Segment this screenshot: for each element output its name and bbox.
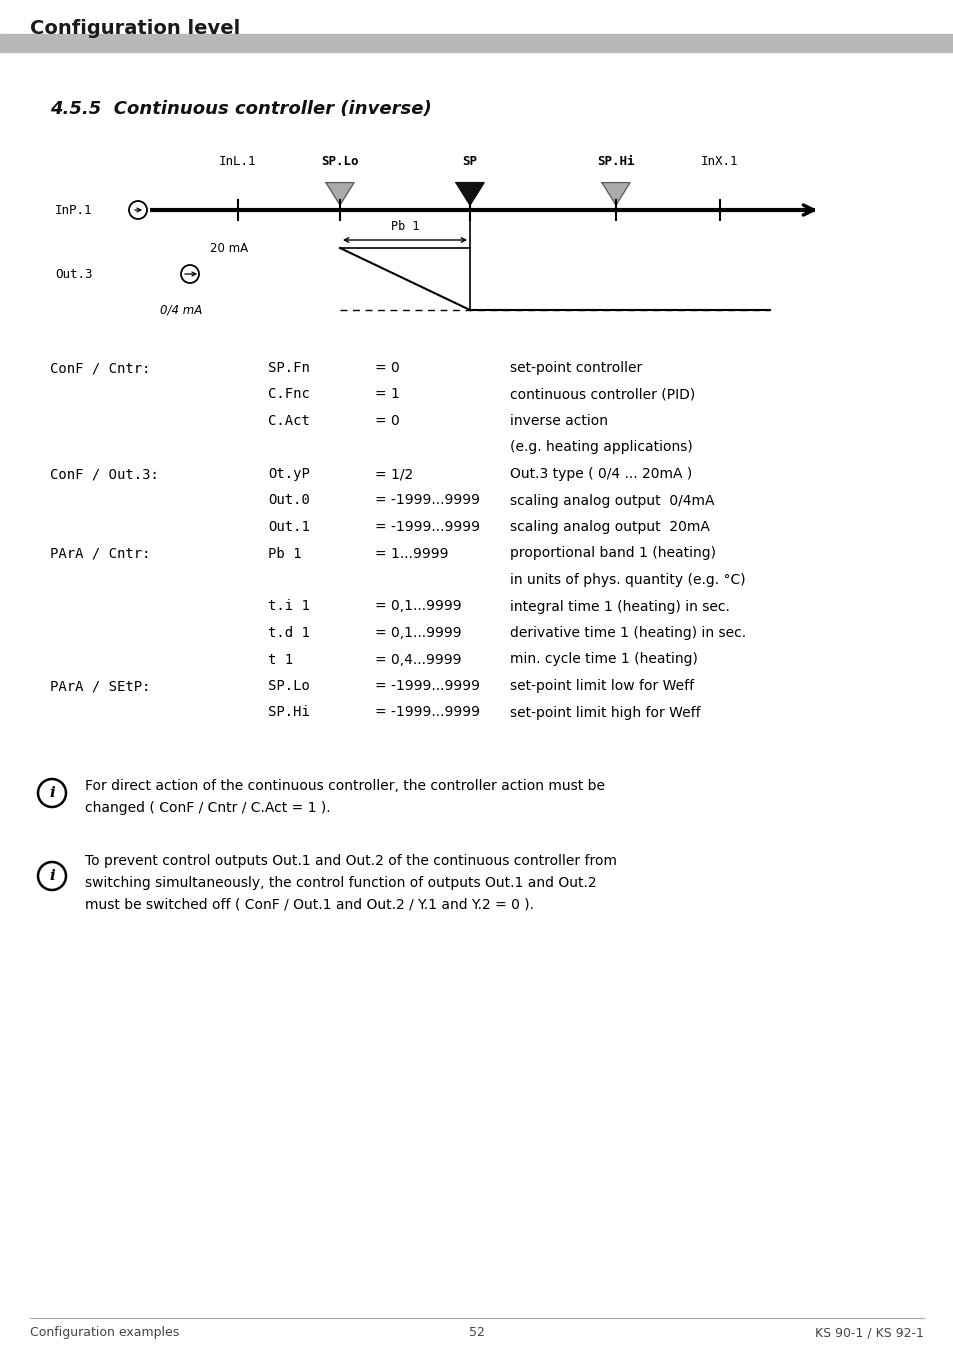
- Text: Ot.yP: Ot.yP: [268, 467, 310, 481]
- Polygon shape: [601, 182, 629, 205]
- Text: i: i: [49, 869, 55, 883]
- Text: integral time 1 (heating) in sec.: integral time 1 (heating) in sec.: [510, 599, 729, 613]
- Text: PArA / SEtP:: PArA / SEtP:: [50, 679, 151, 693]
- Text: Pb 1: Pb 1: [268, 547, 301, 560]
- Text: = -1999...9999: = -1999...9999: [375, 706, 479, 720]
- Text: Out.0: Out.0: [268, 494, 310, 508]
- Text: For direct action of the continuous controller, the controller action must be: For direct action of the continuous cont…: [85, 779, 604, 792]
- Text: must be switched off ( ConF / Out.1 and Out.2 / Y.1 and Y.2 = 0 ).: must be switched off ( ConF / Out.1 and …: [85, 898, 534, 913]
- Text: = 0,1...9999: = 0,1...9999: [375, 599, 461, 613]
- Text: InP.1: InP.1: [55, 204, 92, 216]
- Text: scaling analog output  20mA: scaling analog output 20mA: [510, 520, 709, 535]
- Text: Out.3 type ( 0/4 ... 20mA ): Out.3 type ( 0/4 ... 20mA ): [510, 467, 692, 481]
- Text: ConF / Out.3:: ConF / Out.3:: [50, 467, 159, 481]
- Polygon shape: [326, 182, 354, 205]
- Text: derivative time 1 (heating) in sec.: derivative time 1 (heating) in sec.: [510, 626, 745, 640]
- Text: = 1...9999: = 1...9999: [375, 547, 448, 560]
- Text: = -1999...9999: = -1999...9999: [375, 520, 479, 535]
- Text: = 0: = 0: [375, 414, 399, 428]
- Text: C.Fnc: C.Fnc: [268, 387, 310, 401]
- Text: 20 mA: 20 mA: [210, 242, 248, 255]
- Text: Out.3: Out.3: [55, 267, 92, 281]
- Text: SP.Lo: SP.Lo: [321, 155, 358, 167]
- Text: set-point limit low for Weff: set-point limit low for Weff: [510, 679, 694, 693]
- Text: scaling analog output  0/4mA: scaling analog output 0/4mA: [510, 494, 714, 508]
- Bar: [0, 34, 953, 53]
- Text: min. cycle time 1 (heating): min. cycle time 1 (heating): [510, 652, 698, 667]
- Text: in units of phys. quantity (e.g. °C): in units of phys. quantity (e.g. °C): [510, 572, 745, 587]
- Text: To prevent control outputs Out.1 and Out.2 of the continuous controller from: To prevent control outputs Out.1 and Out…: [85, 855, 617, 868]
- Text: 0/4 mA: 0/4 mA: [160, 304, 202, 316]
- Text: 4.5.5  Continuous controller (inverse): 4.5.5 Continuous controller (inverse): [50, 100, 432, 117]
- Text: changed ( ConF / Cntr / C.Act = 1 ).: changed ( ConF / Cntr / C.Act = 1 ).: [85, 801, 331, 815]
- Text: continuous controller (PID): continuous controller (PID): [510, 387, 695, 401]
- Text: SP.Lo: SP.Lo: [268, 679, 310, 693]
- Text: SP.Fn: SP.Fn: [268, 360, 310, 375]
- Text: (e.g. heating applications): (e.g. heating applications): [510, 440, 692, 455]
- Text: SP.Hi: SP.Hi: [597, 155, 634, 167]
- Text: switching simultaneously, the control function of outputs Out.1 and Out.2: switching simultaneously, the control fu…: [85, 876, 596, 890]
- Polygon shape: [456, 182, 483, 205]
- Text: ConF / Cntr:: ConF / Cntr:: [50, 360, 151, 375]
- Text: SP: SP: [462, 155, 477, 167]
- Text: KS 90-1 / KS 92-1: KS 90-1 / KS 92-1: [814, 1326, 923, 1339]
- Text: InL.1: InL.1: [219, 155, 256, 167]
- Text: t 1: t 1: [268, 652, 293, 667]
- Text: = -1999...9999: = -1999...9999: [375, 679, 479, 693]
- Text: SP.Hi: SP.Hi: [268, 706, 310, 720]
- Text: t.i 1: t.i 1: [268, 599, 310, 613]
- Text: 52: 52: [469, 1326, 484, 1339]
- Text: inverse action: inverse action: [510, 414, 607, 428]
- Text: = -1999...9999: = -1999...9999: [375, 494, 479, 508]
- Text: = 0,1...9999: = 0,1...9999: [375, 626, 461, 640]
- Text: t.d 1: t.d 1: [268, 626, 310, 640]
- Text: = 0: = 0: [375, 360, 399, 375]
- Text: Out.1: Out.1: [268, 520, 310, 535]
- Text: Configuration examples: Configuration examples: [30, 1326, 179, 1339]
- Text: C.Act: C.Act: [268, 414, 310, 428]
- Text: = 1/2: = 1/2: [375, 467, 413, 481]
- Text: Pb 1: Pb 1: [391, 220, 418, 234]
- Text: i: i: [49, 786, 55, 801]
- Text: = 0,4...9999: = 0,4...9999: [375, 652, 461, 667]
- Text: PArA / Cntr:: PArA / Cntr:: [50, 547, 151, 560]
- Text: Configuration level: Configuration level: [30, 19, 240, 38]
- Text: set-point limit high for Weff: set-point limit high for Weff: [510, 706, 700, 720]
- Text: set-point controller: set-point controller: [510, 360, 641, 375]
- Text: proportional band 1 (heating): proportional band 1 (heating): [510, 547, 716, 560]
- Text: = 1: = 1: [375, 387, 399, 401]
- Text: InX.1: InX.1: [700, 155, 738, 167]
